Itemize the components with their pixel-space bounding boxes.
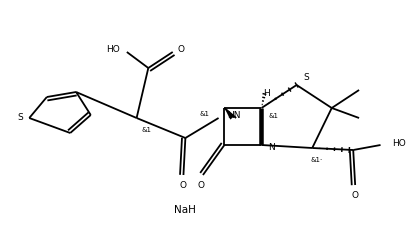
- Text: S: S: [304, 72, 309, 82]
- Text: &1: &1: [142, 127, 151, 133]
- Text: HO: HO: [392, 138, 406, 147]
- Text: H: H: [263, 89, 270, 97]
- Text: N: N: [268, 144, 275, 153]
- Text: &1: &1: [200, 111, 210, 117]
- Text: &1: &1: [268, 113, 278, 119]
- Text: HO: HO: [106, 45, 120, 54]
- Text: S: S: [18, 113, 23, 123]
- Text: O: O: [352, 192, 359, 201]
- Text: &1·: &1·: [311, 157, 323, 163]
- Polygon shape: [224, 108, 234, 120]
- Text: NaH: NaH: [175, 205, 196, 215]
- Text: O: O: [197, 182, 204, 191]
- Text: O: O: [180, 182, 187, 191]
- Text: HN: HN: [228, 110, 241, 120]
- Text: O: O: [177, 45, 184, 55]
